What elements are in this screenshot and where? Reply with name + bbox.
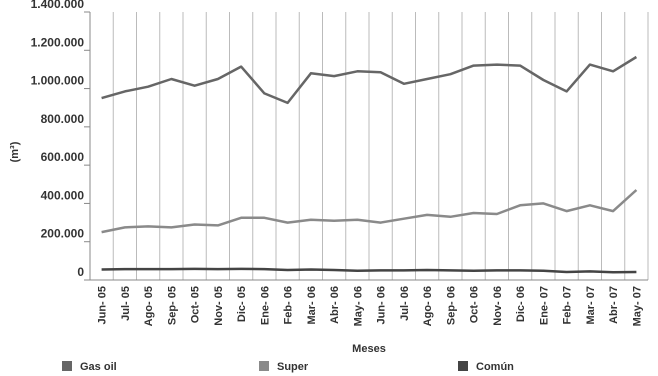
x-tick-label: Abr- 06 bbox=[329, 286, 341, 324]
y-axis-label: (m³) bbox=[9, 141, 21, 162]
axes bbox=[89, 12, 648, 281]
x-tick-label: Dic- 06 bbox=[515, 286, 527, 322]
x-tick-label: Feb- 07 bbox=[562, 286, 574, 325]
x-tick-label: Nov- 05 bbox=[213, 286, 225, 326]
y-tick-label: 400.000 bbox=[41, 188, 85, 202]
series-line-com-n bbox=[101, 267, 637, 274]
legend-swatch bbox=[62, 361, 72, 371]
legend-label: Super bbox=[277, 361, 309, 373]
y-tick-label: 600.000 bbox=[41, 150, 85, 164]
x-tick-label: May- 06 bbox=[352, 286, 364, 326]
legend-swatch bbox=[458, 361, 468, 371]
x-tick-label: Ene- 07 bbox=[538, 286, 550, 325]
legend-label: Común bbox=[476, 361, 514, 373]
x-tick-label: Sep- 05 bbox=[166, 286, 178, 325]
x-tick-label: Nov- 06 bbox=[492, 286, 504, 326]
x-tick-label: Ago- 05 bbox=[143, 286, 155, 326]
x-tick-label: Jul- 06 bbox=[399, 286, 411, 321]
y-tick-label: 200.000 bbox=[41, 227, 85, 241]
x-tick-label: Feb- 06 bbox=[283, 286, 295, 325]
x-tick-label: Ene- 06 bbox=[259, 286, 271, 325]
y-tick-label: 800.000 bbox=[41, 112, 85, 126]
y-tick-label: 1.000.000 bbox=[31, 74, 85, 88]
legend-label: Gas oil bbox=[80, 361, 117, 373]
x-tick-label: Mar- 07 bbox=[585, 286, 597, 325]
y-tick-label: 1.400.000 bbox=[31, 0, 85, 11]
x-tick-label: Dic- 05 bbox=[236, 286, 248, 322]
series-line-gas-oil bbox=[101, 55, 638, 105]
x-axis-label: Meses bbox=[352, 343, 386, 355]
series-line-super bbox=[101, 189, 638, 234]
grid-lines bbox=[89, 12, 649, 280]
x-tick-label: Mar- 06 bbox=[306, 286, 318, 325]
x-axis-ticks: Jun- 05 Jul- 05 Ago- 05 Sep- 05 Oct- 05 Nov- … bbox=[97, 286, 644, 326]
x-tick-label: Jun- 06 bbox=[376, 286, 388, 325]
legend: Gas oil Super Común bbox=[62, 361, 514, 373]
x-tick-label: Jul- 05 bbox=[120, 286, 132, 321]
x-tick-label: Oct- 05 bbox=[190, 286, 202, 323]
y-tick-label: 1.200.000 bbox=[31, 35, 85, 49]
legend-swatch bbox=[259, 361, 269, 371]
x-tick-label: May- 07 bbox=[631, 286, 643, 326]
x-tick-label: Oct- 06 bbox=[469, 286, 481, 323]
x-tick-label: Abr- 07 bbox=[608, 286, 620, 324]
y-tick-label: 0 bbox=[77, 265, 84, 279]
y-axis-ticks: 0 200.000 400.000 600.000 800.000 1.000.000 1.… bbox=[31, 0, 90, 281]
x-tick-label: Jun- 05 bbox=[97, 286, 109, 325]
x-tick-label: Ago- 06 bbox=[422, 286, 434, 326]
series-lines bbox=[101, 55, 638, 274]
x-tick-label: Sep- 06 bbox=[445, 286, 457, 325]
